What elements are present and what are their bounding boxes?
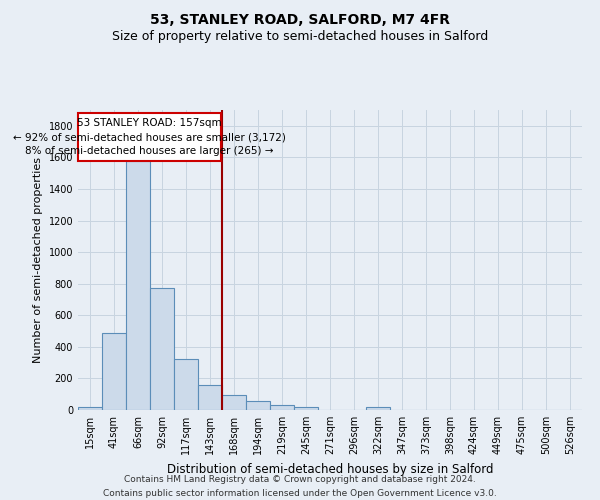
Bar — [294, 407, 318, 410]
Bar — [78, 407, 102, 410]
Bar — [198, 384, 222, 410]
Text: Contains HM Land Registry data © Crown copyright and database right 2024.: Contains HM Land Registry data © Crown c… — [124, 474, 476, 484]
Text: Contains public sector information licensed under the Open Government Licence v3: Contains public sector information licen… — [103, 490, 497, 498]
Bar — [366, 407, 390, 410]
Y-axis label: Number of semi-detached properties: Number of semi-detached properties — [33, 157, 43, 363]
Bar — [246, 400, 270, 410]
Bar — [102, 332, 126, 410]
FancyBboxPatch shape — [78, 113, 221, 162]
Bar — [150, 288, 174, 410]
Bar — [126, 160, 150, 410]
X-axis label: Distribution of semi-detached houses by size in Salford: Distribution of semi-detached houses by … — [167, 462, 493, 475]
Bar — [222, 395, 246, 410]
Text: Size of property relative to semi-detached houses in Salford: Size of property relative to semi-detach… — [112, 30, 488, 43]
Text: 53 STANLEY ROAD: 157sqm
← 92% of semi-detached houses are smaller (3,172)
8% of : 53 STANLEY ROAD: 157sqm ← 92% of semi-de… — [13, 118, 286, 156]
Bar — [270, 406, 294, 410]
Bar — [174, 360, 198, 410]
Text: 53, STANLEY ROAD, SALFORD, M7 4FR: 53, STANLEY ROAD, SALFORD, M7 4FR — [150, 12, 450, 26]
